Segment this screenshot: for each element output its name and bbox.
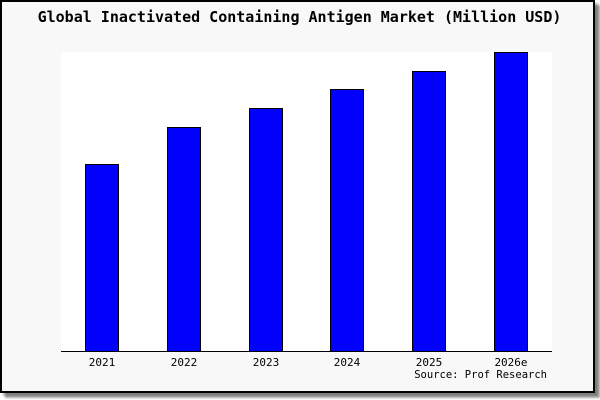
bar-2024 bbox=[330, 89, 364, 351]
source-label: Source: Prof Research bbox=[414, 369, 547, 381]
x-axis-label-2025: 2025 bbox=[415, 356, 443, 369]
x-axis-label-2022: 2022 bbox=[170, 356, 198, 369]
x-axis-label-2026e: 2026e bbox=[494, 356, 528, 369]
chart-frame: Global Inactivated Containing Antigen Ma… bbox=[0, 0, 595, 393]
bar-2026e bbox=[494, 52, 528, 351]
bar-2022 bbox=[167, 127, 201, 351]
bar-2021 bbox=[85, 164, 119, 351]
plot-area bbox=[61, 52, 552, 352]
x-axis-label-2024: 2024 bbox=[333, 356, 361, 369]
x-axis-label-2021: 2021 bbox=[88, 356, 116, 369]
x-axis-label-2023: 2023 bbox=[252, 356, 280, 369]
chart-title: Global Inactivated Containing Antigen Ma… bbox=[37, 8, 562, 26]
bar-2023 bbox=[249, 108, 283, 351]
bar-2025 bbox=[412, 71, 446, 351]
